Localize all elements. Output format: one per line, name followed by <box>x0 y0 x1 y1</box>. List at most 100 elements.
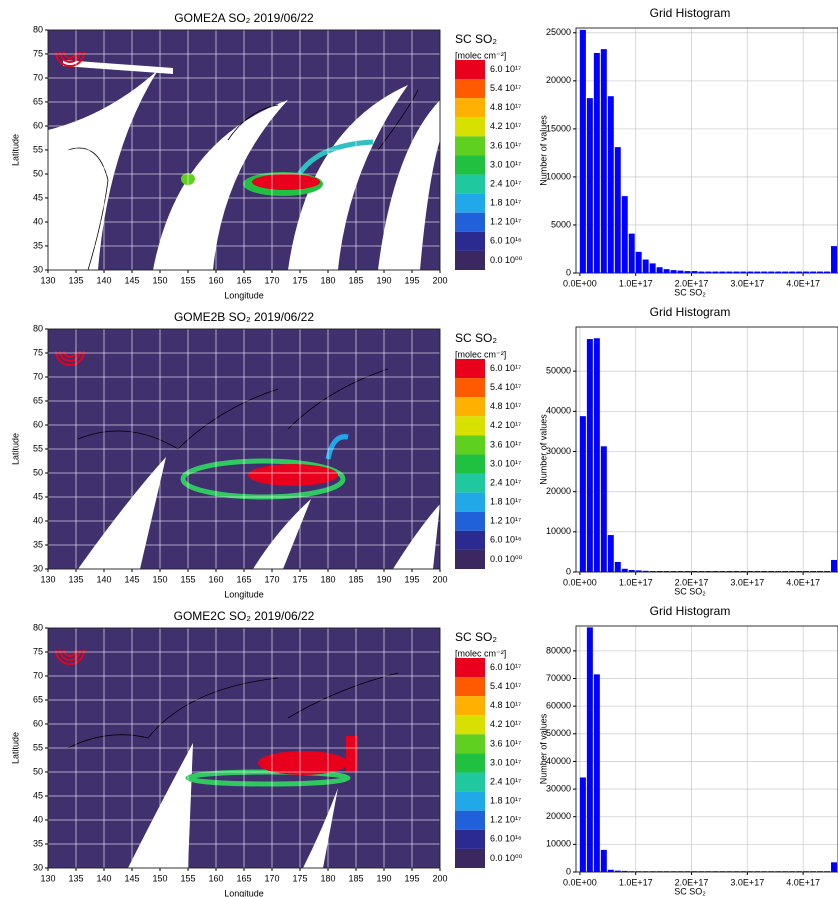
y-tick-label: 55 <box>33 443 43 453</box>
y-tick-label: 40000 <box>546 756 571 766</box>
x-tick-label: 130 <box>40 275 55 285</box>
colorbar-swatch <box>455 511 485 531</box>
x-tick-label: 175 <box>292 873 307 883</box>
bar <box>817 570 824 572</box>
colorbar-label: 6.0 10¹⁶ <box>490 236 522 246</box>
y-tick-label: 5000 <box>551 219 571 229</box>
colorbar-swatch <box>455 193 485 213</box>
colorbar-label: 3.6 10¹⁷ <box>490 439 521 449</box>
plot-background <box>576 626 838 872</box>
bar <box>719 570 726 572</box>
bar <box>810 271 817 273</box>
colorbar-title: SC SO₂ <box>455 630 497 644</box>
bar <box>691 570 698 572</box>
bar <box>691 271 698 273</box>
colorbar-label: 0.0 10⁰⁰ <box>490 853 523 863</box>
y-tick-label: 40 <box>33 216 43 226</box>
y-tick-label: 70 <box>33 670 43 680</box>
x-tick-label: 4.0E+17 <box>786 877 820 887</box>
x-tick-label: 185 <box>348 574 363 584</box>
y-axis-label: Latitude <box>10 134 20 166</box>
bar <box>656 267 663 273</box>
bar <box>663 871 670 872</box>
y-tick-label: 60 <box>33 718 43 728</box>
x-tick-label: 180 <box>320 873 335 883</box>
x-axis-label: Longitude <box>224 290 264 300</box>
bar <box>614 561 621 572</box>
colorbar-title: SC SO₂ <box>455 32 497 46</box>
chart-title: Grid Histogram <box>650 305 731 319</box>
x-tick-label: 180 <box>320 275 335 285</box>
x-tick-label: 3.0E+17 <box>730 877 764 887</box>
colorbar-swatch <box>455 231 485 251</box>
colorbar-label: 3.0 10¹⁷ <box>490 159 521 169</box>
bar <box>747 271 754 273</box>
bar <box>803 570 810 572</box>
colorbar-swatch <box>455 677 485 697</box>
x-tick-label: 165 <box>236 873 251 883</box>
colorbar-swatch <box>455 473 485 493</box>
colorbar-label: 4.2 10¹⁷ <box>490 420 521 430</box>
plot-frame <box>47 29 441 271</box>
x-axis-label: SC SO₂ <box>674 287 706 297</box>
x-tick-label: 195 <box>404 574 419 584</box>
bar <box>642 259 649 273</box>
colorbar-label: 4.8 10¹⁷ <box>490 102 521 112</box>
y-tick-label: 75 <box>33 48 43 58</box>
x-tick-label: 200 <box>432 275 447 285</box>
bar <box>677 570 684 572</box>
bar <box>733 570 740 572</box>
colorbar-swatch <box>455 98 485 118</box>
colorbar-swatch <box>455 117 485 137</box>
colorbar-label: 2.4 10¹⁷ <box>490 178 521 188</box>
colorbar-swatch <box>455 715 485 735</box>
y-tick-label: 70000 <box>546 673 571 683</box>
y-axis-label: Number of values <box>538 115 548 186</box>
colorbar-label: 4.2 10¹⁷ <box>490 719 521 729</box>
bar <box>684 271 691 273</box>
colorbar-title: SC SO₂ <box>455 331 497 345</box>
bar <box>740 871 747 872</box>
y-tick-label: 40000 <box>546 406 571 416</box>
y-tick-label: 45 <box>33 192 43 202</box>
y-tick-label: 80000 <box>546 645 571 655</box>
colorbar-label: 0.0 10⁰⁰ <box>490 554 523 564</box>
bar <box>803 871 810 872</box>
colorbar-label: 1.2 10¹⁷ <box>490 217 521 227</box>
colorbar-unit: [molec cm⁻²] <box>455 349 506 359</box>
bar <box>754 271 761 273</box>
colorbar-swatch <box>455 454 485 474</box>
bar <box>824 570 831 572</box>
x-tick-label: 195 <box>404 873 419 883</box>
colorbar-swatch <box>455 492 485 512</box>
colorbar-label: 6.0 10¹⁶ <box>490 535 522 545</box>
y-tick-label: 25000 <box>546 27 571 37</box>
y-tick-label: 70 <box>33 72 43 82</box>
bar <box>831 246 837 273</box>
colorbar-swatch <box>455 791 485 811</box>
y-tick-label: 60 <box>33 120 43 130</box>
bar <box>796 271 803 273</box>
colorbar-swatch <box>455 174 485 194</box>
y-tick-label: 75 <box>33 646 43 656</box>
bar <box>726 271 733 273</box>
x-tick-label: 140 <box>96 873 111 883</box>
bar <box>782 570 789 572</box>
bar <box>579 29 586 273</box>
colorbar-swatch <box>455 397 485 417</box>
bar <box>628 871 635 872</box>
bar <box>761 271 768 273</box>
x-tick-label: 140 <box>96 574 111 584</box>
y-tick-label: 55 <box>33 144 43 154</box>
bar <box>817 271 824 273</box>
bar <box>705 871 712 872</box>
bar <box>698 570 705 572</box>
colorbar-label: 4.8 10¹⁷ <box>490 401 521 411</box>
x-tick-label: 4.0E+17 <box>786 278 820 288</box>
y-tick-label: 20000 <box>546 811 571 821</box>
y-tick-label: 50 <box>33 467 43 477</box>
bar <box>642 570 649 572</box>
colorbar-label: 2.4 10¹⁷ <box>490 477 521 487</box>
bar <box>663 269 670 273</box>
x-tick-label: 155 <box>180 873 195 883</box>
